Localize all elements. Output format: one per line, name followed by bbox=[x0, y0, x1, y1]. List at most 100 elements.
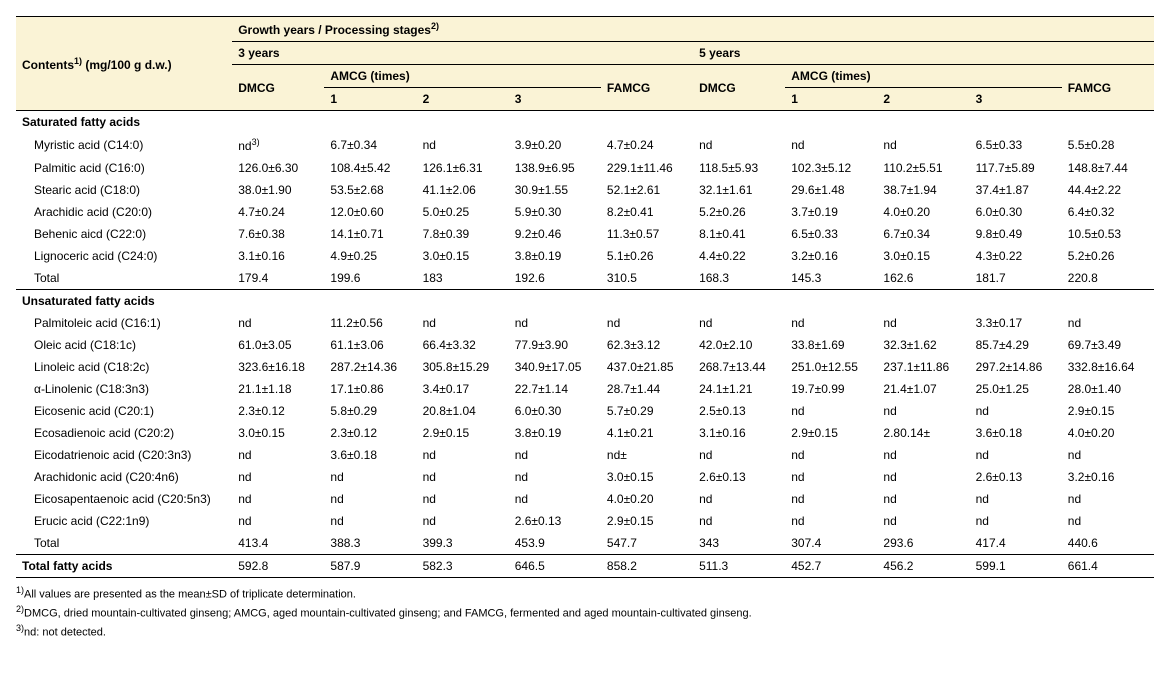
row-label: Eicosapentaenoic acid (C20:5n3) bbox=[16, 488, 232, 510]
cell: nd bbox=[877, 466, 969, 488]
cell: 199.6 bbox=[324, 267, 416, 290]
cell: nd bbox=[785, 488, 877, 510]
table-row: Eicodatrienoic acid (C20:3n3)nd3.6±0.18n… bbox=[16, 444, 1154, 466]
cell: nd bbox=[877, 488, 969, 510]
section-label: Unsaturated fatty acids bbox=[16, 290, 1154, 313]
cell: 3.8±0.19 bbox=[509, 245, 601, 267]
row-label: Stearic acid (C18:0) bbox=[16, 179, 232, 201]
cell: nd bbox=[1062, 510, 1154, 532]
cell: nd bbox=[785, 400, 877, 422]
table-row: Arachidonic acid (C20:4n6)ndndndnd3.0±0.… bbox=[16, 466, 1154, 488]
cell: 21.4±1.07 bbox=[877, 378, 969, 400]
contents-header: Contents1) (mg/100 g d.w.) bbox=[16, 17, 232, 111]
cell: 41.1±2.06 bbox=[417, 179, 509, 201]
cell: nd bbox=[232, 488, 324, 510]
cell: 4.0±0.20 bbox=[877, 201, 969, 223]
table-row: Eicosenic acid (C20:1)2.3±0.125.8±0.2920… bbox=[16, 400, 1154, 422]
cell: 145.3 bbox=[785, 267, 877, 290]
cell: 4.4±0.22 bbox=[693, 245, 785, 267]
section-label: Saturated fatty acids bbox=[16, 111, 1154, 134]
cell: 4.7±0.24 bbox=[601, 133, 693, 157]
cell: 19.7±0.99 bbox=[785, 378, 877, 400]
cell: nd bbox=[1062, 312, 1154, 334]
footnote-2: 2)DMCG, dried mountain-cultivated ginsen… bbox=[16, 603, 1154, 622]
cell: 220.8 bbox=[1062, 267, 1154, 290]
cell: 388.3 bbox=[324, 532, 416, 555]
cell: nd bbox=[324, 488, 416, 510]
cell: 229.1±11.46 bbox=[601, 157, 693, 179]
cell: 6.0±0.30 bbox=[970, 201, 1062, 223]
cell: nd3) bbox=[232, 133, 324, 157]
cell: nd bbox=[693, 444, 785, 466]
table-row: Myristic acid (C14:0)nd3)6.7±0.34nd3.9±0… bbox=[16, 133, 1154, 157]
row-label: Total bbox=[16, 532, 232, 555]
cell: 11.2±0.56 bbox=[324, 312, 416, 334]
cell: 11.3±0.57 bbox=[601, 223, 693, 245]
cell: nd bbox=[877, 133, 969, 157]
row-label: Myristic acid (C14:0) bbox=[16, 133, 232, 157]
cell: 3.7±0.19 bbox=[785, 201, 877, 223]
cell: 4.0±0.20 bbox=[1062, 422, 1154, 444]
col-5years: 5 years bbox=[693, 42, 1154, 65]
cell: 44.4±2.22 bbox=[1062, 179, 1154, 201]
row-label: Eicosenic acid (C20:1) bbox=[16, 400, 232, 422]
col-dmcg-5: DMCG bbox=[693, 65, 785, 111]
row-label: Behenic aicd (C22:0) bbox=[16, 223, 232, 245]
cell: 287.2±14.36 bbox=[324, 356, 416, 378]
cell: 440.6 bbox=[1062, 532, 1154, 555]
cell: nd bbox=[970, 488, 1062, 510]
cell: nd bbox=[417, 488, 509, 510]
cell: nd bbox=[232, 466, 324, 488]
table-row: Ecosadienoic acid (C20:2)3.0±0.152.3±0.1… bbox=[16, 422, 1154, 444]
cell: 181.7 bbox=[970, 267, 1062, 290]
cell: nd bbox=[970, 510, 1062, 532]
cell: 28.0±1.40 bbox=[1062, 378, 1154, 400]
cell: 168.3 bbox=[693, 267, 785, 290]
cell: 2.6±0.13 bbox=[509, 510, 601, 532]
cell: 12.0±0.60 bbox=[324, 201, 416, 223]
cell: nd bbox=[417, 466, 509, 488]
cell: nd bbox=[232, 444, 324, 466]
cell: nd bbox=[417, 312, 509, 334]
cell: 3.2±0.16 bbox=[785, 245, 877, 267]
cell: 2.3±0.12 bbox=[232, 400, 324, 422]
cell: 3.1±0.16 bbox=[693, 422, 785, 444]
cell: 102.3±5.12 bbox=[785, 157, 877, 179]
cell: nd± bbox=[601, 444, 693, 466]
cell: 582.3 bbox=[417, 555, 509, 578]
table-row: α-Linolenic (C18:3n3)21.1±1.1817.1±0.863… bbox=[16, 378, 1154, 400]
col-amcg-3: AMCG (times) bbox=[324, 65, 601, 88]
cell: 8.2±0.41 bbox=[601, 201, 693, 223]
cell: 6.7±0.34 bbox=[877, 223, 969, 245]
col-famcg-5: FAMCG bbox=[1062, 65, 1154, 111]
table-row: Total413.4388.3399.3453.9547.7343307.429… bbox=[16, 532, 1154, 555]
cell: 4.1±0.21 bbox=[601, 422, 693, 444]
cell: nd bbox=[324, 466, 416, 488]
cell: 646.5 bbox=[509, 555, 601, 578]
cell: 2.6±0.13 bbox=[970, 466, 1062, 488]
cell: 7.8±0.39 bbox=[417, 223, 509, 245]
cell: nd bbox=[785, 510, 877, 532]
cell: 20.8±1.04 bbox=[417, 400, 509, 422]
cell: 38.7±1.94 bbox=[877, 179, 969, 201]
cell: 32.1±1.61 bbox=[693, 179, 785, 201]
cell: 9.2±0.46 bbox=[509, 223, 601, 245]
table-row: Linoleic acid (C18:2c)323.6±16.18287.2±1… bbox=[16, 356, 1154, 378]
cell: nd bbox=[785, 466, 877, 488]
cell: 62.3±3.12 bbox=[601, 334, 693, 356]
cell: 343 bbox=[693, 532, 785, 555]
row-label: Arachidonic acid (C20:4n6) bbox=[16, 466, 232, 488]
cell: 297.2±14.86 bbox=[970, 356, 1062, 378]
cell: 5.2±0.26 bbox=[1062, 245, 1154, 267]
cell: 5.9±0.30 bbox=[509, 201, 601, 223]
table-row: Palmitic acid (C16:0)126.0±6.30108.4±5.4… bbox=[16, 157, 1154, 179]
cell: 547.7 bbox=[601, 532, 693, 555]
cell: 3.2±0.16 bbox=[1062, 466, 1154, 488]
cell: nd bbox=[417, 444, 509, 466]
cell: 6.4±0.32 bbox=[1062, 201, 1154, 223]
cell: 7.6±0.38 bbox=[232, 223, 324, 245]
cell: 148.8±7.44 bbox=[1062, 157, 1154, 179]
row-label: α-Linolenic (C18:3n3) bbox=[16, 378, 232, 400]
cell: 237.1±11.86 bbox=[877, 356, 969, 378]
cell: 69.7±3.49 bbox=[1062, 334, 1154, 356]
